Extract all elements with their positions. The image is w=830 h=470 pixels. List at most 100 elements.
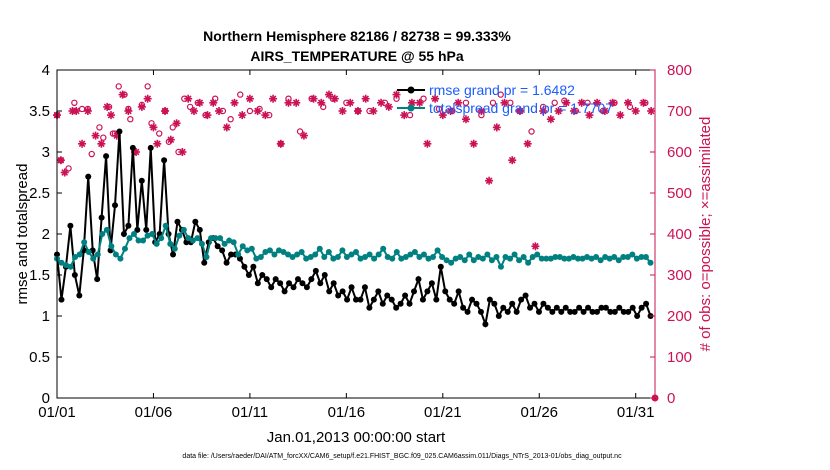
rmse-point [549,308,556,315]
spread-point [153,240,160,247]
rmse-point [259,272,266,278]
rmse-point [245,272,252,278]
spread-point [343,253,350,260]
obs-assimilated-point [608,98,617,107]
rmse-point [540,300,547,307]
obs-assimilated-point [72,107,81,115]
obs-assimilated-point [222,123,231,132]
rmse-point [446,296,453,303]
obs-possible-point [584,99,591,107]
rmse-point [477,308,484,315]
obs-possible-point [528,128,535,135]
y2-tick-label: 700 [667,103,692,120]
spread-point [407,251,414,258]
rmse-point [428,280,435,287]
rmse-point [585,304,592,311]
spread-point [642,253,649,260]
rmse-point [482,321,489,328]
rmse-point [607,308,614,315]
rmse-point [384,292,391,299]
rmse-point [303,284,310,291]
spread-point [488,257,495,264]
obs-assimilated-stroke [310,95,317,103]
obs-assimilated-point [299,131,308,140]
rmse-point [366,304,373,311]
obs-assimilated-point [238,111,247,120]
obs-assimilated-point [60,168,69,177]
x-tick-label: 01/16 [328,404,366,421]
obs-possible-point [381,99,389,107]
obs-possible-point [354,107,362,115]
rmse-point [616,304,623,311]
legend: rmse grand pr = 1.6482 totalspread grand… [397,82,613,116]
spread-point [507,255,514,262]
obs-assimilated-point [531,242,540,251]
obs-assimilated-stroke [269,95,277,103]
spread-point [235,251,242,258]
spread-point [502,253,509,260]
spread-point [180,226,187,233]
rmse-point [375,288,382,295]
spread-point [461,257,468,264]
rmse-point [58,296,65,303]
rmse-point [321,272,328,278]
obs-assimilated-stroke [624,99,632,107]
obs-possible-point [489,99,497,107]
y2-tick-label: 500 [667,185,692,202]
rmse-point [593,308,600,315]
spread-point [606,255,613,262]
rmse-point [411,288,418,295]
obs-possible-point [88,150,95,158]
obs-assimilated-stroke [331,95,339,103]
obs-assimilated-point [508,156,517,165]
obs-possible-point [165,138,173,145]
spread-point [543,255,550,262]
obs-possible-point [308,95,315,102]
rmse-point [580,308,587,315]
spread-point [457,253,464,260]
obs-assimilated-point [423,139,432,148]
obs-assimilated-stroke [485,177,493,185]
spread-point [443,257,450,264]
spread-point [393,249,400,256]
rmse-point [495,313,502,319]
spread-point [298,249,305,256]
rmse-point [491,300,498,307]
obs-possible-point [420,95,427,102]
obs-possible-point [246,107,254,115]
rmse-point [531,300,538,307]
spread-point [556,253,563,260]
spread-point [121,245,128,252]
spread-point [615,257,622,264]
rmse-point [518,296,525,303]
spread-point [353,249,359,256]
obs-possible-point [626,103,634,111]
obs-assimilated-stroke [92,132,99,139]
obs-possible-point [507,99,514,107]
obs-possible-point [138,101,146,109]
chart-title-line2: AIRS_TEMPERATURE @ 55 hPa [250,48,464,64]
obs-possible-point [57,156,65,164]
spread-point [425,255,432,262]
obs-assimilated-stroke [385,103,393,111]
obs-assimilated-stroke [400,111,408,119]
rmse-point [638,304,645,311]
spread-point [325,249,332,256]
rmse-point [129,144,136,151]
spread-point [117,255,124,262]
spread-point [420,251,427,258]
spread-point [511,251,518,258]
obs-assimilated-stroke [586,111,593,119]
spread-point [94,251,101,258]
spread-point [597,257,604,264]
spread-point [366,251,373,258]
obs-assimilated-point [309,94,318,103]
obs-possible-point [572,107,580,115]
rmse-point [294,276,301,283]
spread-point [357,255,364,262]
rmse-point [469,296,476,303]
spread-point [452,255,459,262]
obs-assimilated-point [195,98,204,107]
footer-data-file: data file: /Users/raeder/DAI/ATM_forcXX/… [182,453,622,460]
rmse-point [98,214,105,221]
